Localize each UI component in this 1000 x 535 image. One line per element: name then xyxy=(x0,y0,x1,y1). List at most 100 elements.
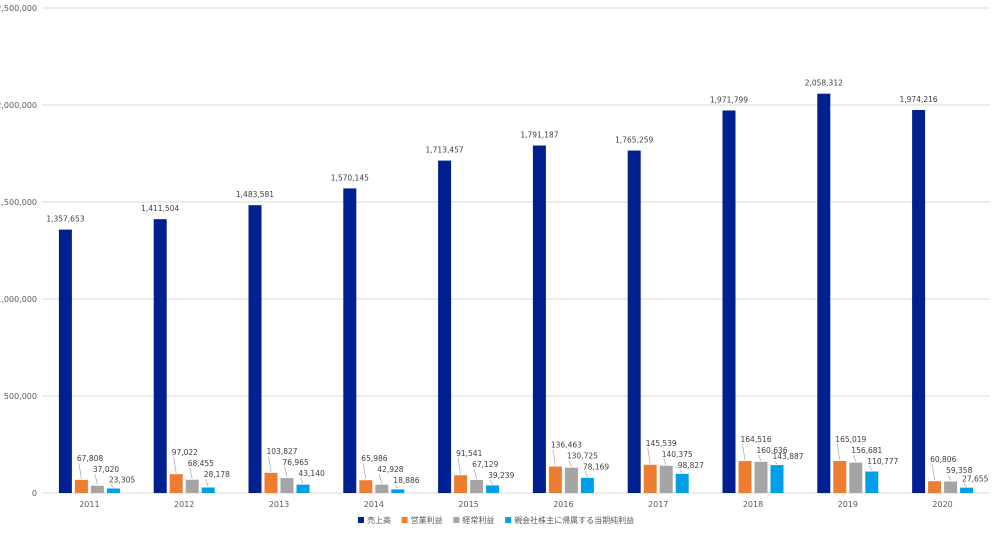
bar xyxy=(627,150,641,494)
bar xyxy=(248,205,262,493)
data-label: 1,570,145 xyxy=(331,173,369,182)
label-leader-line xyxy=(110,484,114,488)
legend-label: 親会社株主に帰属する当期純利益 xyxy=(514,515,634,525)
y-tick-label: 2,500,000 xyxy=(0,4,37,13)
bar xyxy=(944,481,958,493)
x-category-label: 2013 xyxy=(269,500,289,509)
bar xyxy=(153,219,167,494)
data-label: 76,965 xyxy=(283,458,309,467)
data-label: 1,971,799 xyxy=(710,95,748,104)
bar xyxy=(659,465,673,493)
data-label: 136,463 xyxy=(551,441,582,450)
data-label: 37,020 xyxy=(93,465,119,474)
label-leader-line xyxy=(552,449,556,466)
data-label: 165,019 xyxy=(835,435,866,444)
data-label: 1,713,457 xyxy=(426,146,464,155)
label-leader-line xyxy=(663,458,667,465)
label-leader-line xyxy=(931,464,935,481)
bar xyxy=(264,472,278,493)
data-label: 28,178 xyxy=(204,470,230,479)
label-leader-line xyxy=(963,483,967,487)
data-label: 164,516 xyxy=(741,435,772,444)
data-label: 65,986 xyxy=(361,454,387,463)
label-leader-line xyxy=(584,471,588,477)
label-leader-line xyxy=(395,484,399,489)
bar xyxy=(74,479,88,493)
data-label: 160,636 xyxy=(757,446,788,455)
label-leader-line xyxy=(647,447,651,464)
data-label: 156,681 xyxy=(851,446,882,455)
data-label: 103,827 xyxy=(267,447,298,456)
bar xyxy=(486,485,500,493)
y-tick-label: 2,000,000 xyxy=(0,101,37,110)
legend-swatch xyxy=(505,517,512,523)
x-category-label: 2019 xyxy=(838,500,858,509)
bar xyxy=(454,475,468,493)
data-label: 97,022 xyxy=(172,448,198,457)
bar xyxy=(928,481,942,493)
label-leader-line xyxy=(836,443,841,461)
label-leader-line xyxy=(300,477,304,484)
label-leader-line xyxy=(742,444,746,461)
bar xyxy=(643,464,657,493)
label-leader-line xyxy=(758,454,762,461)
label-leader-line xyxy=(852,454,857,462)
data-label: 43,140 xyxy=(299,469,325,478)
label-leader-line xyxy=(489,480,493,485)
label-leader-line xyxy=(774,460,778,465)
data-label: 67,808 xyxy=(77,454,103,463)
data-label: 18,886 xyxy=(393,476,419,485)
data-label: 39,239 xyxy=(488,471,514,480)
bar xyxy=(564,467,578,493)
label-leader-line xyxy=(868,465,873,471)
bar xyxy=(912,110,926,493)
bar xyxy=(296,484,310,493)
legend-label: 営業利益 xyxy=(411,515,443,525)
bar xyxy=(817,93,831,493)
data-label: 1,411,504 xyxy=(141,204,179,213)
x-axis-categories: 2011 2012 2013 2014 2015 2016 2017 2018 2019 2020 xyxy=(79,500,953,509)
label-leader-line xyxy=(473,469,477,480)
legend-label: 経常利益 xyxy=(462,515,494,525)
bar xyxy=(470,479,484,493)
x-category-label: 2012 xyxy=(174,500,194,509)
data-label: 2,058,312 xyxy=(805,79,843,88)
label-leader-line xyxy=(173,457,177,474)
y-tick-label: 1,000,000 xyxy=(0,295,37,304)
x-category-label: 2011 xyxy=(79,500,99,509)
data-label: 98,827 xyxy=(678,461,704,470)
bar xyxy=(106,488,120,493)
bar xyxy=(343,188,357,493)
bar xyxy=(532,145,546,494)
bar xyxy=(185,479,199,493)
bar xyxy=(849,462,863,493)
legend-swatch xyxy=(453,517,460,523)
data-label: 68,455 xyxy=(188,459,214,468)
bar xyxy=(960,487,974,493)
bar xyxy=(833,460,847,493)
legend-label: 売上高 xyxy=(367,515,391,525)
x-category-label: 2016 xyxy=(553,500,573,509)
legend-swatch xyxy=(358,517,364,523)
label-leader-line xyxy=(268,455,272,472)
bar xyxy=(359,480,373,493)
bar xyxy=(391,489,405,493)
gridlines xyxy=(42,7,990,494)
data-label: 91,541 xyxy=(456,449,482,458)
data-label: 130,725 xyxy=(567,452,598,461)
x-category-label: 2015 xyxy=(458,500,478,509)
data-label: 1,791,187 xyxy=(520,131,558,140)
x-category-label: 2020 xyxy=(932,500,952,509)
label-leader-line xyxy=(679,469,683,474)
bar xyxy=(548,466,562,493)
data-label: 1,765,259 xyxy=(615,136,653,145)
data-label: 23,305 xyxy=(109,475,135,484)
data-label: 1,483,581 xyxy=(236,190,274,199)
bar xyxy=(865,471,879,493)
bar xyxy=(770,465,784,493)
label-leader-line xyxy=(378,474,383,484)
x-category-label: 2017 xyxy=(648,500,668,509)
label-leader-line xyxy=(947,475,951,481)
